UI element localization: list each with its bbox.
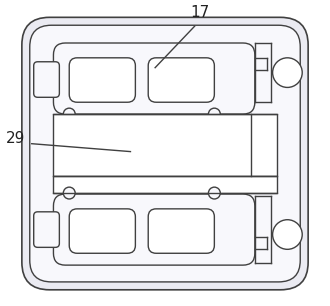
- Bar: [53, 176, 277, 193]
- FancyBboxPatch shape: [22, 17, 308, 290]
- Circle shape: [209, 187, 220, 199]
- Circle shape: [63, 108, 75, 120]
- Circle shape: [273, 58, 302, 88]
- FancyBboxPatch shape: [34, 62, 59, 97]
- Bar: [53, 114, 277, 176]
- Circle shape: [209, 108, 220, 120]
- FancyBboxPatch shape: [30, 25, 300, 282]
- FancyBboxPatch shape: [53, 43, 255, 114]
- FancyBboxPatch shape: [69, 58, 135, 102]
- FancyBboxPatch shape: [69, 209, 135, 253]
- FancyBboxPatch shape: [53, 194, 255, 265]
- Text: 17: 17: [190, 5, 209, 20]
- Circle shape: [63, 187, 75, 199]
- Circle shape: [273, 220, 302, 249]
- FancyBboxPatch shape: [34, 212, 59, 247]
- FancyBboxPatch shape: [148, 209, 214, 253]
- FancyBboxPatch shape: [148, 58, 214, 102]
- Text: 29: 29: [6, 131, 26, 146]
